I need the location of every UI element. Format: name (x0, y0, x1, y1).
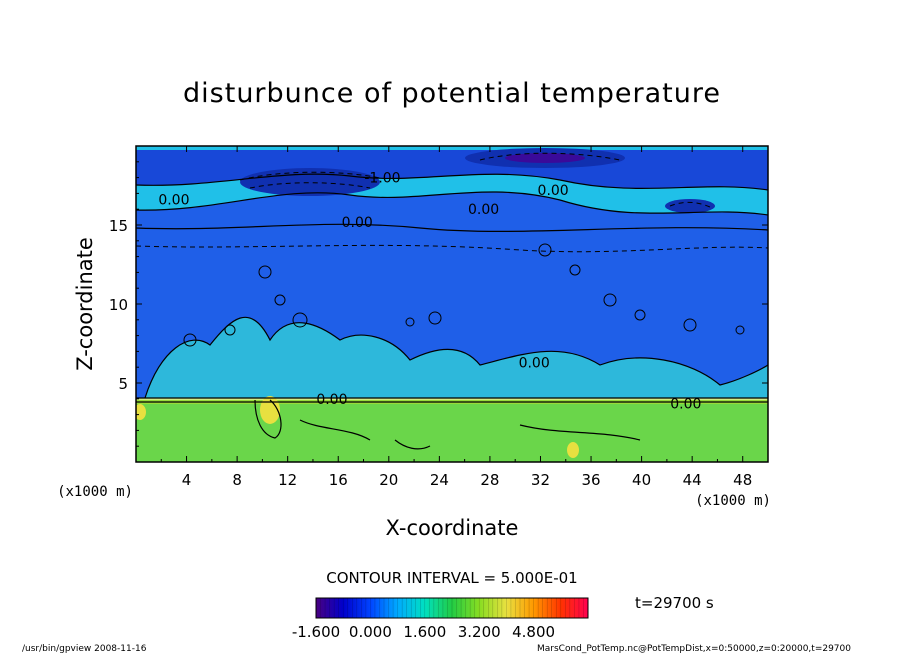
cold-core-1 (240, 168, 380, 196)
contour-label: 0.00 (342, 215, 373, 231)
mid-cyan-plumes (145, 317, 768, 398)
x-tick-label: 28 (480, 471, 499, 489)
contour-label: -1.00 (364, 171, 400, 187)
y-tick-label: 5 (118, 375, 128, 393)
warm-spot-3 (136, 404, 146, 420)
footer-left: /usr/bin/gpview 2008-11-16 (22, 644, 147, 654)
low-green-layer (136, 400, 768, 462)
x-axis-ticks: 4 8 12 16 20 24 28 32 36 40 44 48 (160, 146, 752, 489)
contour-label-layer: -1.00 0.00 0.00 0.00 0.00 0.00 0.00 0.00 (158, 171, 701, 413)
colorbar-tick-label: 0.000 (349, 623, 392, 641)
x-tick-label: 40 (632, 471, 651, 489)
y-tick-label: 10 (109, 296, 128, 314)
warm-spot-1 (260, 396, 280, 424)
x-tick-label: 48 (733, 471, 752, 489)
contour-lines (136, 173, 768, 450)
colorbar-tick-label: 4.800 (512, 623, 555, 641)
y-tick-label: 15 (109, 217, 128, 235)
x-axis-label: X-coordinate (386, 516, 519, 540)
x-tick-label: 12 (278, 471, 297, 489)
colorbar-tick-labels: -1.600 0.000 1.600 3.200 4.800 (292, 623, 555, 641)
cold-core-3 (505, 153, 585, 163)
colorbar-tick-label: 3.200 (458, 623, 501, 641)
colorbar-tick-label: -1.600 (292, 623, 340, 641)
y-axis-label: Z-coordinate (73, 237, 97, 371)
y-unit-label: (x1000 m) (57, 484, 133, 500)
contour-label: 0.00 (468, 202, 499, 218)
contour-label: 0.00 (519, 355, 550, 371)
contour-interval: CONTOUR INTERVAL = 5.000E-01 (326, 569, 577, 587)
time-label: t=29700 s (635, 594, 714, 612)
contour-label: 0.00 (670, 397, 701, 413)
x-tick-label: 4 (182, 471, 192, 489)
dashed-contours (136, 152, 768, 253)
contour-label: 0.00 (316, 392, 347, 408)
colorbar-gradient (315, 597, 589, 619)
colorbar: -1.600 0.000 1.600 3.200 4.800 (292, 597, 589, 641)
footer-right: MarsCond_PotTemp.nc@PotTempDist,x=0:5000… (537, 644, 851, 654)
contour-label: 0.00 (538, 183, 569, 199)
x-unit-label: (x1000 m) (695, 493, 771, 509)
x-tick-label: 20 (379, 471, 398, 489)
y-axis-ticks: 5 10 15 (109, 161, 768, 447)
colorbar-tick-label: 1.600 (403, 623, 446, 641)
contour-label: 0.00 (158, 193, 189, 209)
x-tick-label: 44 (683, 471, 702, 489)
cold-core-4 (665, 199, 715, 213)
x-tick-label: 24 (430, 471, 449, 489)
chart-title: disturbunce of potential temperature (183, 78, 721, 109)
convective-cells (183, 243, 745, 347)
x-tick-label: 36 (581, 471, 600, 489)
x-tick-label: 8 (232, 471, 242, 489)
heatmap-field (136, 146, 768, 462)
colorbar-stripes (320, 598, 584, 618)
warm-spot-2 (567, 442, 579, 458)
x-tick-label: 16 (329, 471, 348, 489)
x-tick-label: 32 (531, 471, 550, 489)
